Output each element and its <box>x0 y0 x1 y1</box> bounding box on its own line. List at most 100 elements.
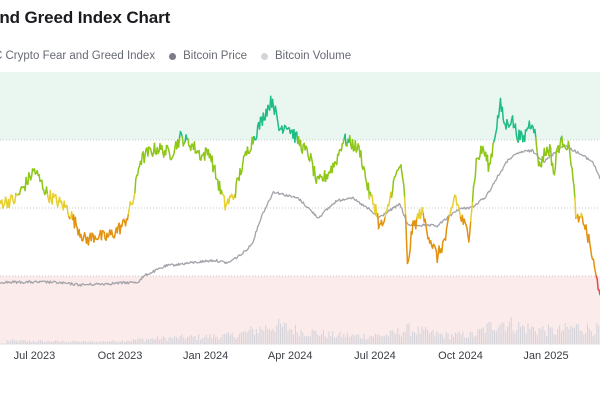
fear-greed-segment <box>415 217 418 230</box>
volume-bar <box>460 334 462 344</box>
fear-greed-segment <box>569 156 572 167</box>
fear-greed-segment <box>136 167 140 176</box>
volume-bar <box>501 322 503 344</box>
volume-bar <box>564 323 566 344</box>
legend-item-fear-greed[interactable]: C Crypto Fear and Greed Index <box>0 50 155 62</box>
volume-bar <box>345 337 347 344</box>
volume-bar <box>458 331 460 344</box>
volume-bar <box>149 338 151 344</box>
fear-greed-segment <box>116 225 119 234</box>
volume-bar <box>426 329 429 344</box>
fear-greed-segment <box>258 116 262 130</box>
fear-greed-segment <box>421 206 425 215</box>
chart-title: and Greed Index Chart <box>0 8 171 27</box>
volume-bar <box>391 330 393 344</box>
volume-bar <box>397 328 399 344</box>
volume-bar <box>473 336 475 344</box>
volume-bar <box>90 341 92 344</box>
volume-bar <box>341 337 343 344</box>
volume-bar <box>423 329 425 344</box>
volume-bar <box>159 340 161 344</box>
fear-greed-segment <box>121 220 124 228</box>
volume-bar <box>304 336 306 344</box>
volume-bar <box>546 336 548 344</box>
fear-greed-segment <box>444 228 448 241</box>
price-line <box>0 145 600 287</box>
fear-greed-segment <box>487 162 491 172</box>
fear-greed-segment <box>474 157 478 177</box>
fear-greed-segment <box>441 241 444 253</box>
fear-greed-segment <box>554 151 558 169</box>
volume-bar <box>125 341 127 344</box>
volume-bar <box>456 333 458 344</box>
volume-bar <box>434 335 436 344</box>
fear-greed-segment <box>470 200 474 212</box>
volume-bar <box>309 336 311 344</box>
fear-greed-segment <box>371 194 374 205</box>
fear-greed-segment <box>242 155 245 165</box>
volume-bar <box>58 341 60 344</box>
volume-bar <box>186 337 189 344</box>
x-tick-label: Jan 2024 <box>183 350 228 362</box>
fear-greed-segment <box>200 154 203 161</box>
volume-bar <box>190 335 192 344</box>
volume-bar <box>170 337 172 344</box>
volume-bar <box>200 339 202 344</box>
fear-greed-segment <box>581 216 585 225</box>
volume-bar <box>542 326 544 344</box>
fear-greed-segment <box>277 123 280 132</box>
legend-dot-bitcoin-volume <box>261 52 269 60</box>
volume-bar <box>166 340 168 344</box>
volume-bar <box>382 335 384 344</box>
fear-greed-segment <box>429 240 433 247</box>
volume-bar <box>358 334 360 344</box>
volume-bar <box>179 336 181 344</box>
volume-bar <box>294 324 296 344</box>
fear-greed-segment <box>309 153 313 160</box>
volume-bar <box>28 340 30 344</box>
volume-bar <box>320 333 323 344</box>
volume-bar <box>77 341 79 344</box>
volume-bar <box>196 339 198 344</box>
volume-bar <box>354 335 356 344</box>
fear-greed-segment <box>409 231 412 250</box>
volume-bar <box>306 335 308 344</box>
volume-bar <box>244 331 246 344</box>
volume-bar <box>207 337 209 344</box>
volume-bar <box>384 335 386 344</box>
volume-bar <box>575 324 577 344</box>
volume-bar <box>365 339 367 344</box>
legend-item-bitcoin-price[interactable]: Bitcoin Price <box>169 50 247 62</box>
volume-bar <box>300 329 302 344</box>
volume-bar <box>56 340 58 344</box>
volume-bar <box>172 338 174 344</box>
fear-greed-segment <box>404 214 408 241</box>
volume-bar <box>49 341 51 344</box>
volume-bar <box>266 329 269 344</box>
volume-bar <box>529 329 531 344</box>
volume-bar <box>227 332 230 344</box>
volume-bar <box>588 328 590 344</box>
fear-greed-segment <box>234 181 238 198</box>
volume-bar <box>86 342 88 344</box>
volume-bar <box>106 341 109 344</box>
fear-greed-segment <box>153 142 157 154</box>
volume-bar <box>268 328 270 344</box>
volume-bar <box>549 327 551 344</box>
volume-bar <box>289 328 291 344</box>
legend-item-bitcoin-volume[interactable]: Bitcoin Volume <box>261 50 351 62</box>
fear-greed-segment <box>255 125 259 139</box>
volume-bar <box>67 341 70 344</box>
fear-greed-segment <box>90 232 93 242</box>
fear-greed-segment <box>349 134 352 146</box>
fear-greed-segment <box>445 222 449 230</box>
volume-bar <box>248 330 250 344</box>
volume-bar <box>229 335 231 344</box>
volume-bar <box>475 335 477 344</box>
volume-bar <box>495 331 497 344</box>
volume-bar <box>356 334 358 344</box>
fear-greed-segment <box>110 229 114 237</box>
volume-bar <box>157 336 159 344</box>
fear-greed-segment <box>14 192 17 204</box>
volume-bar <box>181 334 183 344</box>
